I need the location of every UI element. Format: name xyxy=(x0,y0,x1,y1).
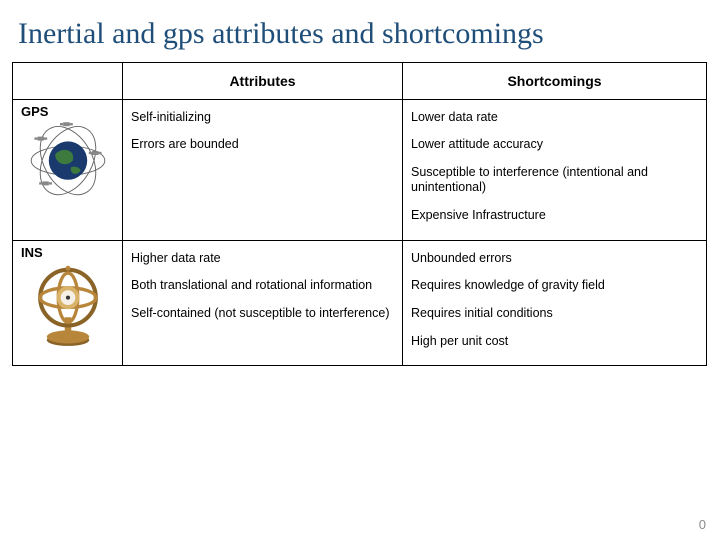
table-header-attributes: Attributes xyxy=(123,62,403,99)
table-row: GPS Self-initializing Errors are bounded xyxy=(13,99,707,240)
list-item: Self-initializing xyxy=(131,110,394,126)
page-title: Inertial and gps attributes and shortcom… xyxy=(0,0,720,56)
list-item: Requires initial conditions xyxy=(411,306,698,322)
page-number: 0 xyxy=(699,517,706,532)
list-item: Self-contained (not susceptible to inter… xyxy=(131,306,394,322)
gps-shortcomings-cell: Lower data rate Lower attitude accuracy … xyxy=(403,99,707,240)
gps-attributes-cell: Self-initializing Errors are bounded xyxy=(123,99,403,240)
list-item: Errors are bounded xyxy=(131,137,394,153)
gyroscope-icon xyxy=(25,260,111,350)
list-item: Susceptible to interference (intentional… xyxy=(411,165,698,196)
table-header-row: Attributes Shortcomings xyxy=(13,62,707,99)
gps-cell: GPS xyxy=(13,99,123,240)
table-header-shortcomings: Shortcomings xyxy=(403,62,707,99)
row-label-gps: GPS xyxy=(21,104,114,119)
table-row: INS Higher data rate Both translational … xyxy=(13,240,707,366)
row-label-ins: INS xyxy=(21,245,114,260)
list-item: Lower attitude accuracy xyxy=(411,137,698,153)
list-item: High per unit cost xyxy=(411,334,698,350)
ins-attributes-cell: Higher data rate Both translational and … xyxy=(123,240,403,366)
ins-cell: INS xyxy=(13,240,123,366)
list-item: Both translational and rotational inform… xyxy=(131,278,394,294)
comparison-table: Attributes Shortcomings GPS Self xyxy=(12,62,707,367)
table-header-blank xyxy=(13,62,123,99)
list-item: Requires knowledge of gravity field xyxy=(411,278,698,294)
gps-globe-icon xyxy=(25,119,111,199)
list-item: Unbounded errors xyxy=(411,251,698,267)
list-item: Lower data rate xyxy=(411,110,698,126)
list-item: Higher data rate xyxy=(131,251,394,267)
list-item: Expensive Infrastructure xyxy=(411,208,698,224)
ins-shortcomings-cell: Unbounded errors Requires knowledge of g… xyxy=(403,240,707,366)
